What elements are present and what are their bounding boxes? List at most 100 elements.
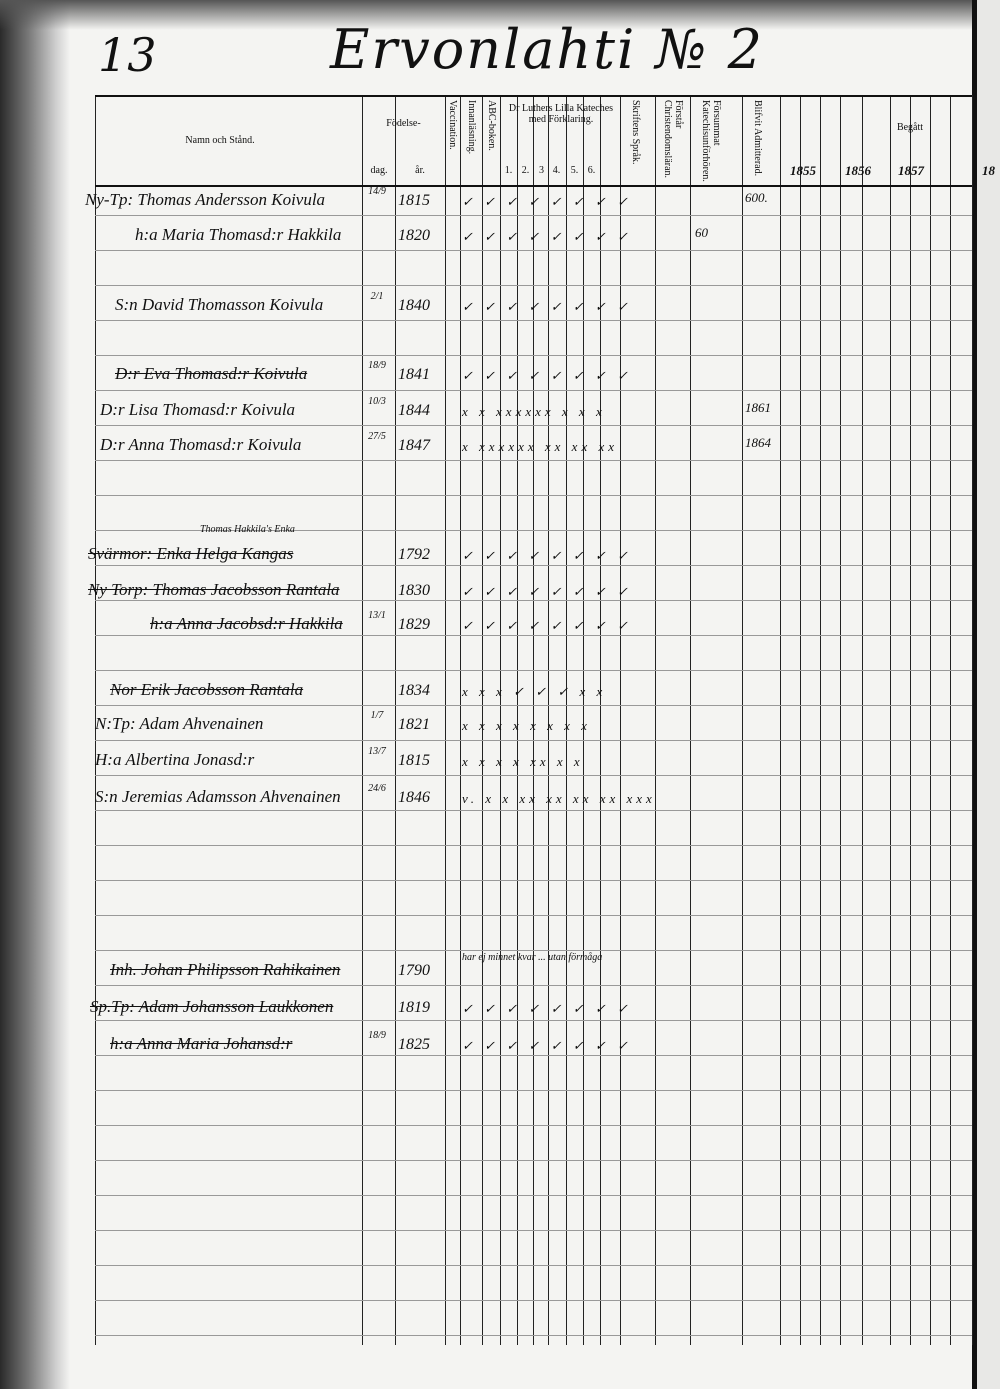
header-catechism-part: 3: [539, 165, 544, 176]
row-rule: [95, 250, 972, 251]
header-year-column: 1856: [845, 163, 871, 178]
column-rule: [890, 95, 891, 1345]
header-communion: Begått: [896, 122, 924, 133]
column-rule: [780, 95, 781, 1345]
row-rule: [95, 635, 972, 636]
column-rule: [820, 95, 821, 1345]
column-rule: [862, 95, 863, 1345]
entry-name: Svärmor: Enka Helga Kangas: [88, 544, 294, 563]
entry-birth-year: 1815: [398, 192, 430, 209]
entry-name: h:a Maria Thomasd:r Hakkila: [135, 225, 342, 244]
entry-name: S:n David Thomasson Koivula: [115, 295, 324, 314]
entry-birth-year: 1844: [398, 402, 430, 419]
column-rule: [742, 95, 743, 1345]
column-rule: [517, 95, 518, 1345]
adjacent-page-edge: [972, 0, 1000, 1389]
header-admitted: Blifvit Admitterad.: [752, 100, 763, 177]
row-rule: [95, 915, 972, 916]
entry-name: Ny-Tp: Thomas Andersson Koivula: [85, 190, 326, 209]
header-catechism: Dr Luthers Lilla Kateches med Förklaring…: [508, 103, 614, 125]
scan-top-shadow: [0, 0, 1000, 30]
column-rule: [583, 95, 584, 1345]
scan-edge-shadow: [0, 0, 70, 1389]
row-rule: [95, 1335, 972, 1336]
entry-name: H:a Albertina Jonasd:r: [95, 750, 255, 769]
entry-note-value: 1864: [745, 435, 771, 450]
entry-birth-year: 1792: [398, 546, 430, 563]
entry-marks: x x x x xx x x: [462, 754, 584, 769]
village-title: Ervonlahti № 2: [330, 18, 765, 81]
entry-remark: har ej minnet kvar ... utan förmåga: [462, 952, 603, 963]
row-rule: [95, 985, 972, 986]
column-rule: [950, 95, 951, 1345]
entry-name: Inh. Johan Philipsson Rahikainen: [110, 960, 341, 979]
row-rule: [95, 810, 972, 811]
entry-marks: ✓ ✓ ✓ ✓ ✓ ✓ ✓ ✓: [462, 299, 632, 314]
column-rule: [690, 95, 691, 1345]
entry-marks: ✓ ✓ ✓ ✓ ✓ ✓ ✓ ✓: [462, 1038, 632, 1053]
entry-birth-year: 1820: [398, 227, 430, 244]
entry-name: D:r Lisa Thomasd:r Koivula: [100, 400, 296, 419]
column-rule: [620, 95, 621, 1345]
entry-name: Ny Torp: Thomas Jacobsson Rantala: [88, 580, 340, 599]
column-rule: [972, 95, 973, 1345]
row-rule: [95, 1090, 972, 1091]
column-rule: [445, 95, 446, 1345]
entry-name: S:n Jeremias Adamsson Ahvenainen: [95, 787, 341, 806]
entry-marks: ✓ ✓ ✓ ✓ ✓ ✓ ✓ ✓: [462, 548, 632, 563]
header-name: Namn och Stånd.: [185, 135, 255, 146]
header-year-column: 1857: [898, 163, 924, 178]
row-rule: [95, 1300, 972, 1301]
header-year: år.: [415, 165, 425, 176]
entry-birth-year: 1846: [398, 789, 430, 806]
entry-marks: ✓ ✓ ✓ ✓ ✓ ✓ ✓ ✓: [462, 584, 632, 599]
row-rule: [95, 530, 972, 531]
column-rule: [482, 95, 483, 1345]
entry-marks: x x x x x x x x: [462, 718, 591, 733]
entry-marks: ✓ ✓ ✓ ✓ ✓ ✓ ✓ ✓: [462, 1001, 632, 1016]
header-catechism-part: 1.: [504, 165, 513, 176]
header-rule: [95, 95, 972, 97]
column-rule: [910, 95, 911, 1345]
entry-birth-day: 18/9: [368, 360, 386, 371]
column-rule: [500, 95, 501, 1345]
page-number: 13: [98, 28, 157, 82]
entry-marks: ✓ ✓ ✓ ✓ ✓ ✓ ✓ ✓: [462, 194, 632, 209]
header-catechism-part: 4.: [552, 165, 561, 176]
entry-birth-day: 1/7: [370, 710, 384, 721]
column-rule: [533, 95, 534, 1345]
row-rule: [95, 880, 972, 881]
entry-name: h:a Anna Jacobsd:r Hakkila: [150, 614, 343, 633]
row-rule: [95, 1160, 972, 1161]
row-rule: [95, 320, 972, 321]
entry-marks: x x xxxxxx x x x: [462, 404, 606, 419]
header-year-column: 18: [982, 163, 995, 178]
row-rule: [95, 1230, 972, 1231]
entry-birth-year: 1834: [398, 682, 430, 699]
entry-marks: ✓ ✓ ✓ ✓ ✓ ✓ ✓ ✓: [462, 618, 632, 633]
row-rule: [95, 740, 972, 741]
header-scripture: Skriftens Språk.: [630, 100, 641, 165]
row-rule: [95, 600, 972, 601]
entry-birth-year: 1825: [398, 1036, 430, 1053]
entry-note-value: 1861: [745, 400, 771, 415]
entry-birth-year: 1821: [398, 716, 430, 733]
column-rule: [362, 95, 363, 1345]
column-rule: [460, 95, 461, 1345]
header-reading: Innanläsning.: [466, 100, 477, 155]
entry-name: N:Tp: Adam Ahvenainen: [95, 714, 264, 733]
entry-birth-year: 1819: [398, 999, 430, 1016]
row-rule: [95, 670, 972, 671]
header-birth: Födelse-: [386, 118, 421, 129]
row-rule: [95, 1195, 972, 1196]
entry-birth-year: 1830: [398, 582, 430, 599]
entry-marks: v. x x xx xx xx xx xxx: [462, 791, 656, 806]
entry-birth-year: 1790: [398, 962, 430, 979]
row-rule: [95, 565, 972, 566]
entry-marks: x x x ✓ ✓ ✓ x x: [462, 684, 607, 699]
row-rule: [95, 1265, 972, 1266]
entry-birth-year: 1847: [398, 437, 430, 454]
header-catechism-part: 2.: [521, 165, 530, 176]
row-rule: [95, 845, 972, 846]
row-rule: [95, 215, 972, 216]
